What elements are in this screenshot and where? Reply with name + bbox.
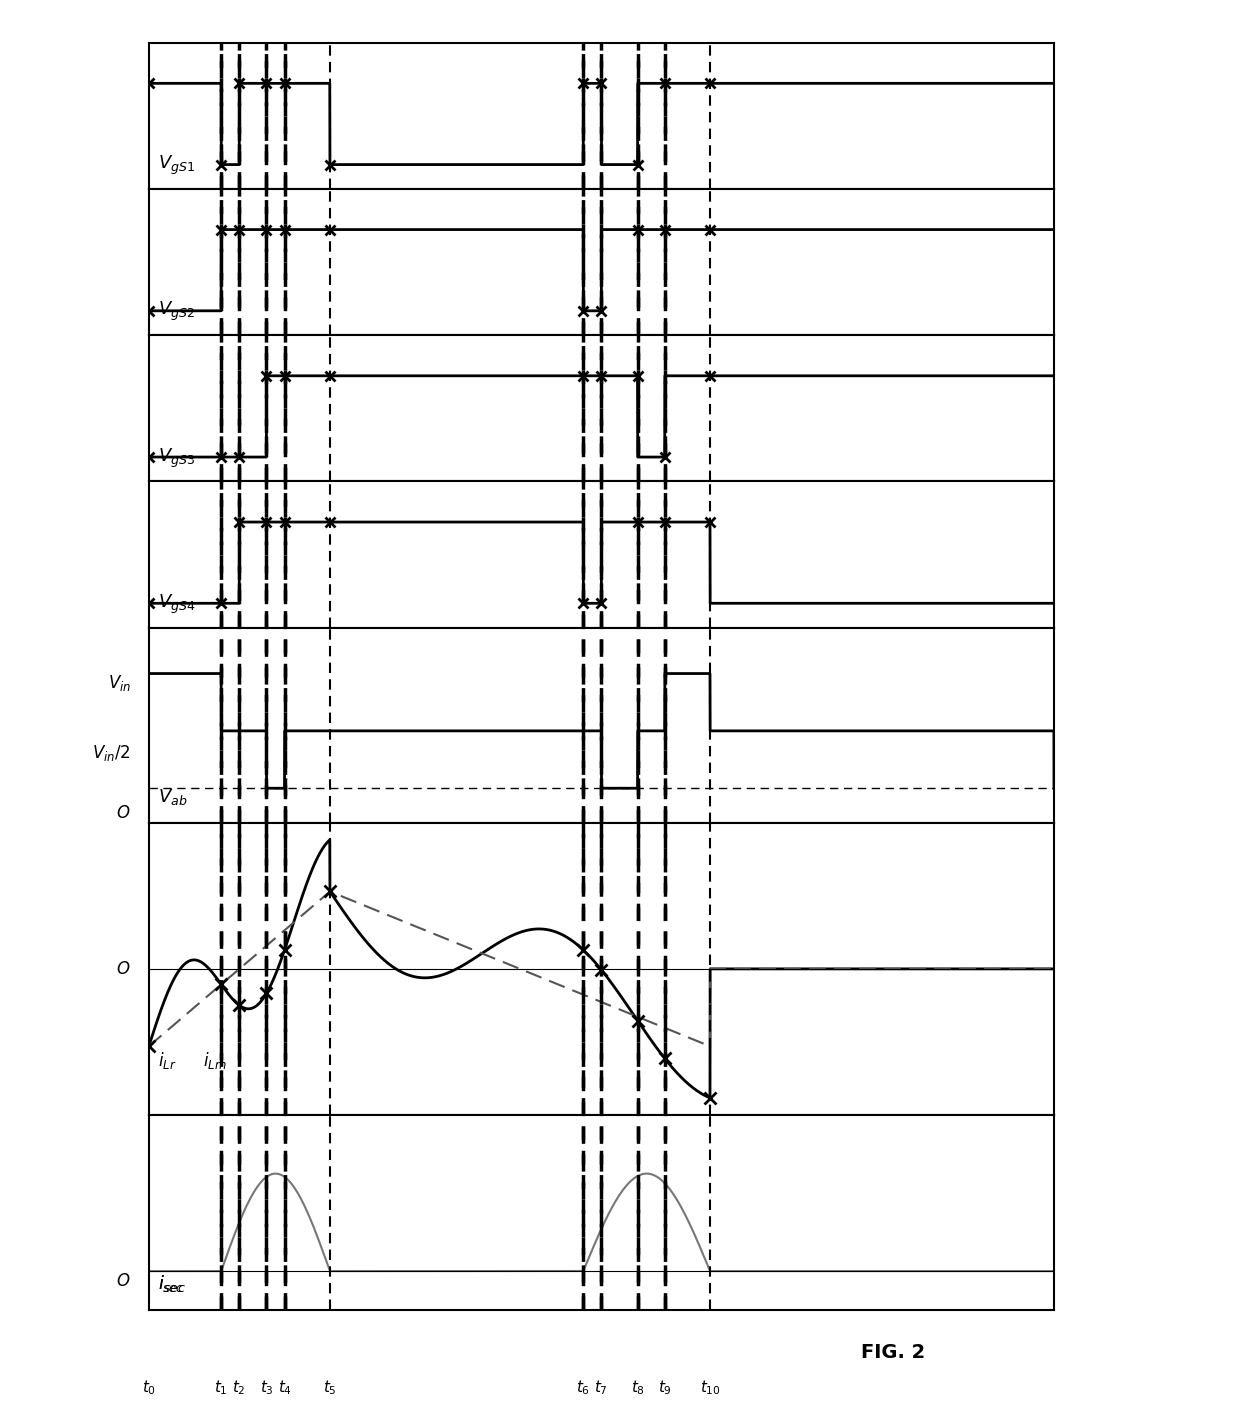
Text: $O$: $O$ <box>117 1272 130 1290</box>
Text: $t_2$: $t_2$ <box>232 1378 247 1397</box>
Text: $t_6$: $t_6$ <box>577 1378 590 1397</box>
Text: FIG. 2: FIG. 2 <box>861 1343 925 1363</box>
Text: $i_{sec}$: $i_{sec}$ <box>157 1273 186 1294</box>
Text: $t_3$: $t_3$ <box>259 1378 273 1397</box>
Text: $t_0$: $t_0$ <box>141 1378 156 1397</box>
Text: $V_{in}/2$: $V_{in}/2$ <box>92 743 130 763</box>
Text: $t_4$: $t_4$ <box>278 1378 291 1397</box>
Text: $V_{gS4}$: $V_{gS4}$ <box>157 592 196 617</box>
Text: $i_{sec}$: $i_{sec}$ <box>157 1273 184 1294</box>
Text: $t_{10}$: $t_{10}$ <box>699 1378 720 1397</box>
Text: $t_9$: $t_9$ <box>657 1378 672 1397</box>
Text: $O$: $O$ <box>117 805 130 822</box>
Text: $t_8$: $t_8$ <box>631 1378 645 1397</box>
Text: $t_1$: $t_1$ <box>215 1378 228 1397</box>
Text: $V_{ab}$: $V_{ab}$ <box>157 787 187 807</box>
Text: $O$: $O$ <box>117 960 130 978</box>
Text: $t_7$: $t_7$ <box>594 1378 609 1397</box>
Text: $t_5$: $t_5$ <box>322 1378 337 1397</box>
Text: $V_{gS2}$: $V_{gS2}$ <box>157 300 195 323</box>
Text: $i_{Lr}$: $i_{Lr}$ <box>157 1051 176 1071</box>
Text: $i_{Lm}$: $i_{Lm}$ <box>203 1051 227 1071</box>
Text: $V_{in}$: $V_{in}$ <box>108 674 130 693</box>
Text: $V_{gS1}$: $V_{gS1}$ <box>157 154 195 177</box>
Text: $V_{gS3}$: $V_{gS3}$ <box>157 447 195 470</box>
